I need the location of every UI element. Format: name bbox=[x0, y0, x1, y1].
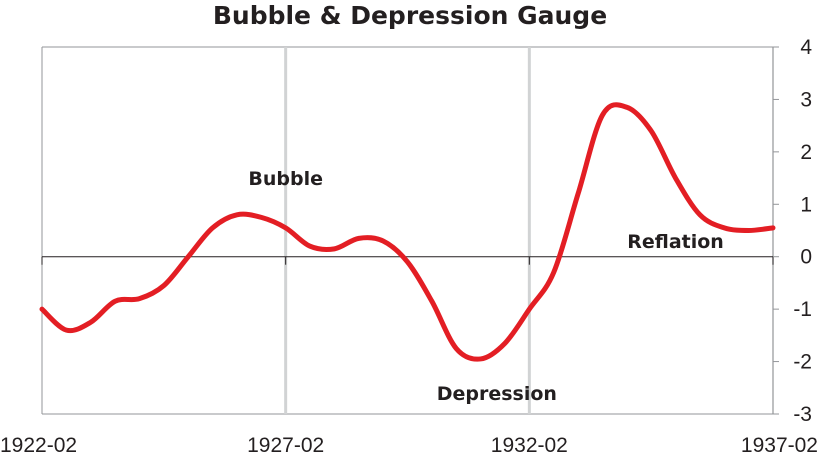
x-tick-label-1922-02: 1922-02 bbox=[0, 434, 77, 457]
y-tick-label--2: -2 bbox=[793, 351, 812, 374]
annotations: Bubble Depression Reflation bbox=[248, 168, 723, 405]
x-tick-label-1932-02: 1932-02 bbox=[491, 434, 568, 457]
y-tick-label-2: 2 bbox=[800, 141, 812, 164]
x-tick-label-1927-02: 1927-02 bbox=[247, 434, 324, 457]
y-axis-ticks: 4 3 2 1 0 -1 -2 -3 bbox=[773, 36, 812, 426]
y-tick-label-0: 0 bbox=[800, 246, 812, 269]
y-tick-label-1: 1 bbox=[800, 193, 812, 216]
annotation-reflation: Reflation bbox=[627, 231, 724, 253]
x-tick-label-1937-02: 1937-02 bbox=[741, 434, 818, 457]
series-group bbox=[39, 102, 776, 362]
gridlines bbox=[284, 47, 531, 414]
chart-title: Bubble & Depression Gauge bbox=[213, 1, 607, 30]
x-axis-ticks: 1922-02 1927-02 1932-02 1937-02 bbox=[0, 256, 818, 457]
y-tick-label--3: -3 bbox=[793, 403, 812, 426]
series-line-0 bbox=[39, 102, 776, 362]
y-tick-label-4: 4 bbox=[800, 36, 812, 59]
annotation-depression: Depression bbox=[437, 383, 557, 405]
y-tick-label-3: 3 bbox=[800, 88, 812, 111]
y-tick-label--1: -1 bbox=[793, 298, 812, 321]
annotation-bubble: Bubble bbox=[248, 168, 323, 190]
